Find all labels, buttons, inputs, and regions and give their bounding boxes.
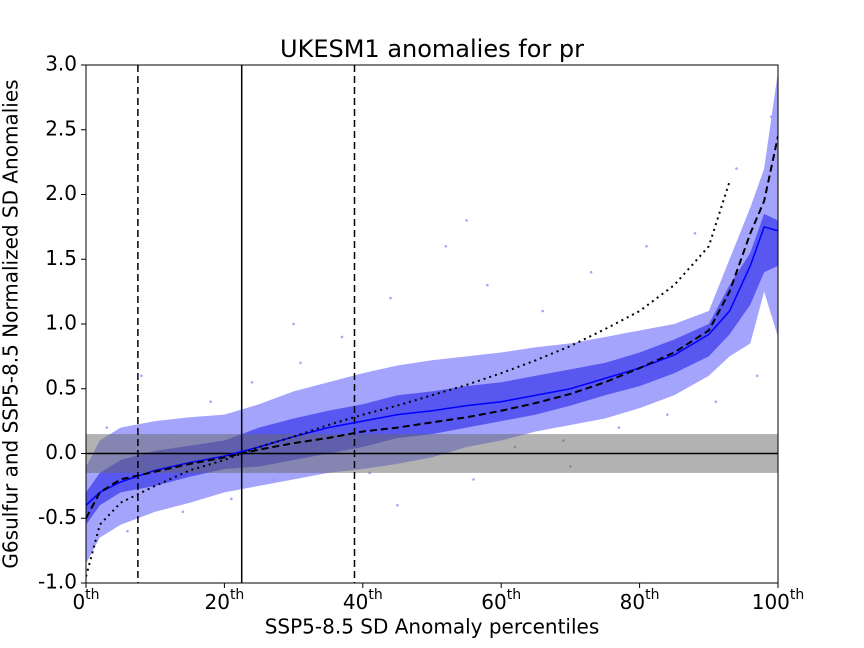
plot-area	[86, 65, 778, 583]
scatter-point	[486, 283, 489, 287]
scatter-point	[209, 400, 212, 404]
x-tick-label: 20th	[204, 587, 244, 614]
scatter-point	[755, 374, 759, 378]
scatter-point	[230, 497, 233, 501]
scatter-point	[693, 232, 697, 235]
y-tick-label: 1.5	[45, 246, 77, 270]
scatter-point	[465, 219, 468, 222]
y-tick-label: 1.0	[45, 311, 77, 335]
x-tick-label: 100th	[752, 587, 805, 614]
y-axis-label: G6sulfur and SSP5-8.5 Normalized SD Anom…	[0, 79, 23, 568]
y-tick-label: 2.0	[45, 181, 77, 205]
scatter-point	[665, 413, 669, 416]
y-tick-label: 3.0	[45, 52, 77, 76]
scatter-point	[250, 380, 254, 384]
scatter-point	[292, 322, 295, 326]
scatter-point	[472, 478, 475, 481]
chart-title: UKESM1 anomalies for pr	[280, 35, 584, 63]
scatter-point	[396, 504, 399, 507]
scatter-point	[299, 361, 302, 365]
line	[86, 225, 778, 506]
x-tick-label: 0th	[72, 587, 99, 614]
band	[86, 71, 778, 564]
scatter-point	[735, 167, 738, 170]
y-tick-label: 0.0	[45, 440, 77, 464]
scatter-point	[389, 296, 392, 300]
scatter-point	[714, 400, 718, 404]
x-tick-label: 40th	[343, 587, 383, 614]
line	[86, 181, 731, 577]
x-tick-label: 80th	[620, 587, 660, 614]
scatter-point	[645, 245, 648, 248]
scatter-point	[140, 374, 143, 378]
scatter-point	[444, 245, 448, 248]
y-tick-label: 0.5	[45, 375, 77, 399]
x-tick-label: 60th	[481, 587, 521, 614]
scatter-point	[126, 529, 129, 533]
y-tick-label: -1.0	[38, 570, 77, 594]
line	[86, 136, 778, 519]
x-axis-label: SSP5-8.5 SD Anomaly percentiles	[265, 615, 600, 639]
scatter-point	[617, 426, 621, 429]
scatter-point	[181, 510, 185, 514]
scatter-point	[589, 270, 593, 274]
y-tick-label: -0.5	[38, 505, 77, 529]
scatter-point	[340, 335, 344, 339]
scatter-point	[541, 309, 545, 313]
y-tick-label: 2.5	[45, 116, 77, 140]
scatter-point	[105, 426, 109, 429]
